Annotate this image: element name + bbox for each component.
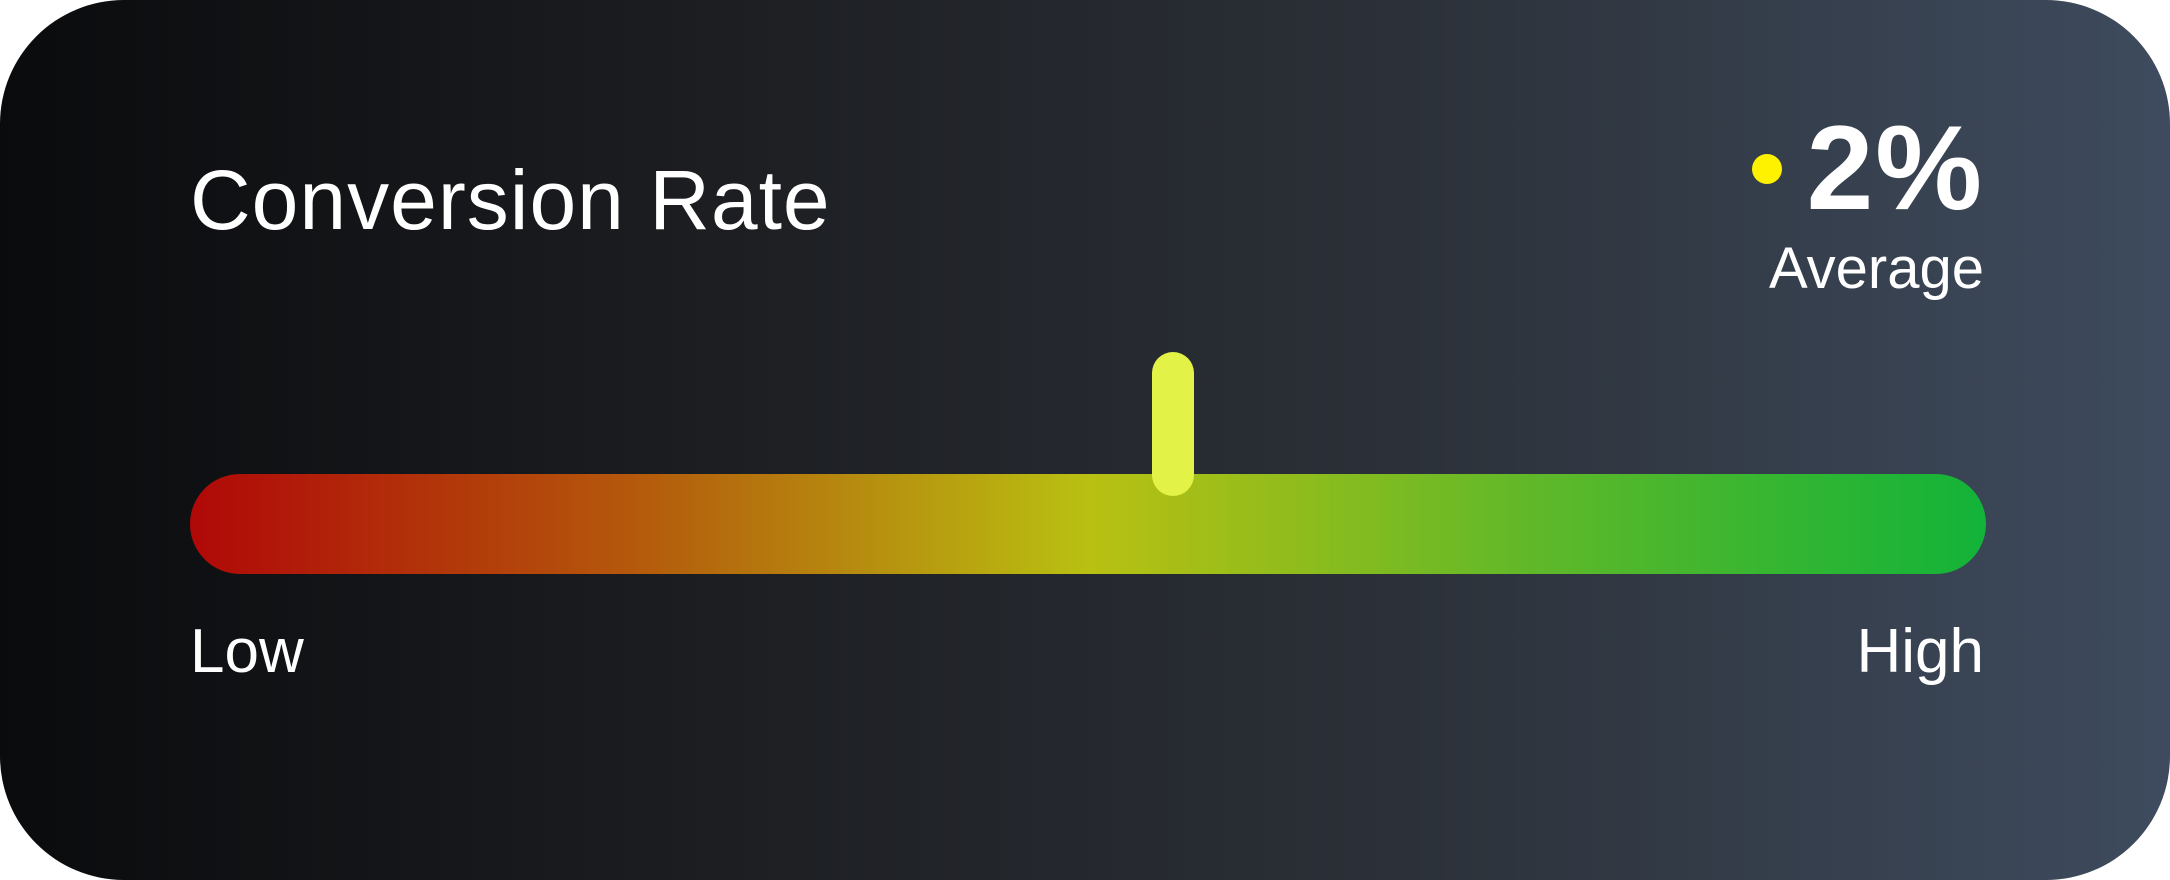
metric-value: 2%	[1806, 101, 1984, 235]
gauge-high-label: High	[1856, 617, 1984, 686]
status-dot-icon	[1752, 154, 1782, 184]
gauge-marker	[1151, 352, 1194, 496]
gauge-low-label: Low	[190, 617, 304, 686]
metric-value-group: 2% Average	[1564, 108, 1984, 308]
card-title: Conversion Rate	[190, 153, 831, 247]
gauge-track	[190, 474, 1986, 574]
metric-level-label: Average	[1769, 236, 1984, 301]
